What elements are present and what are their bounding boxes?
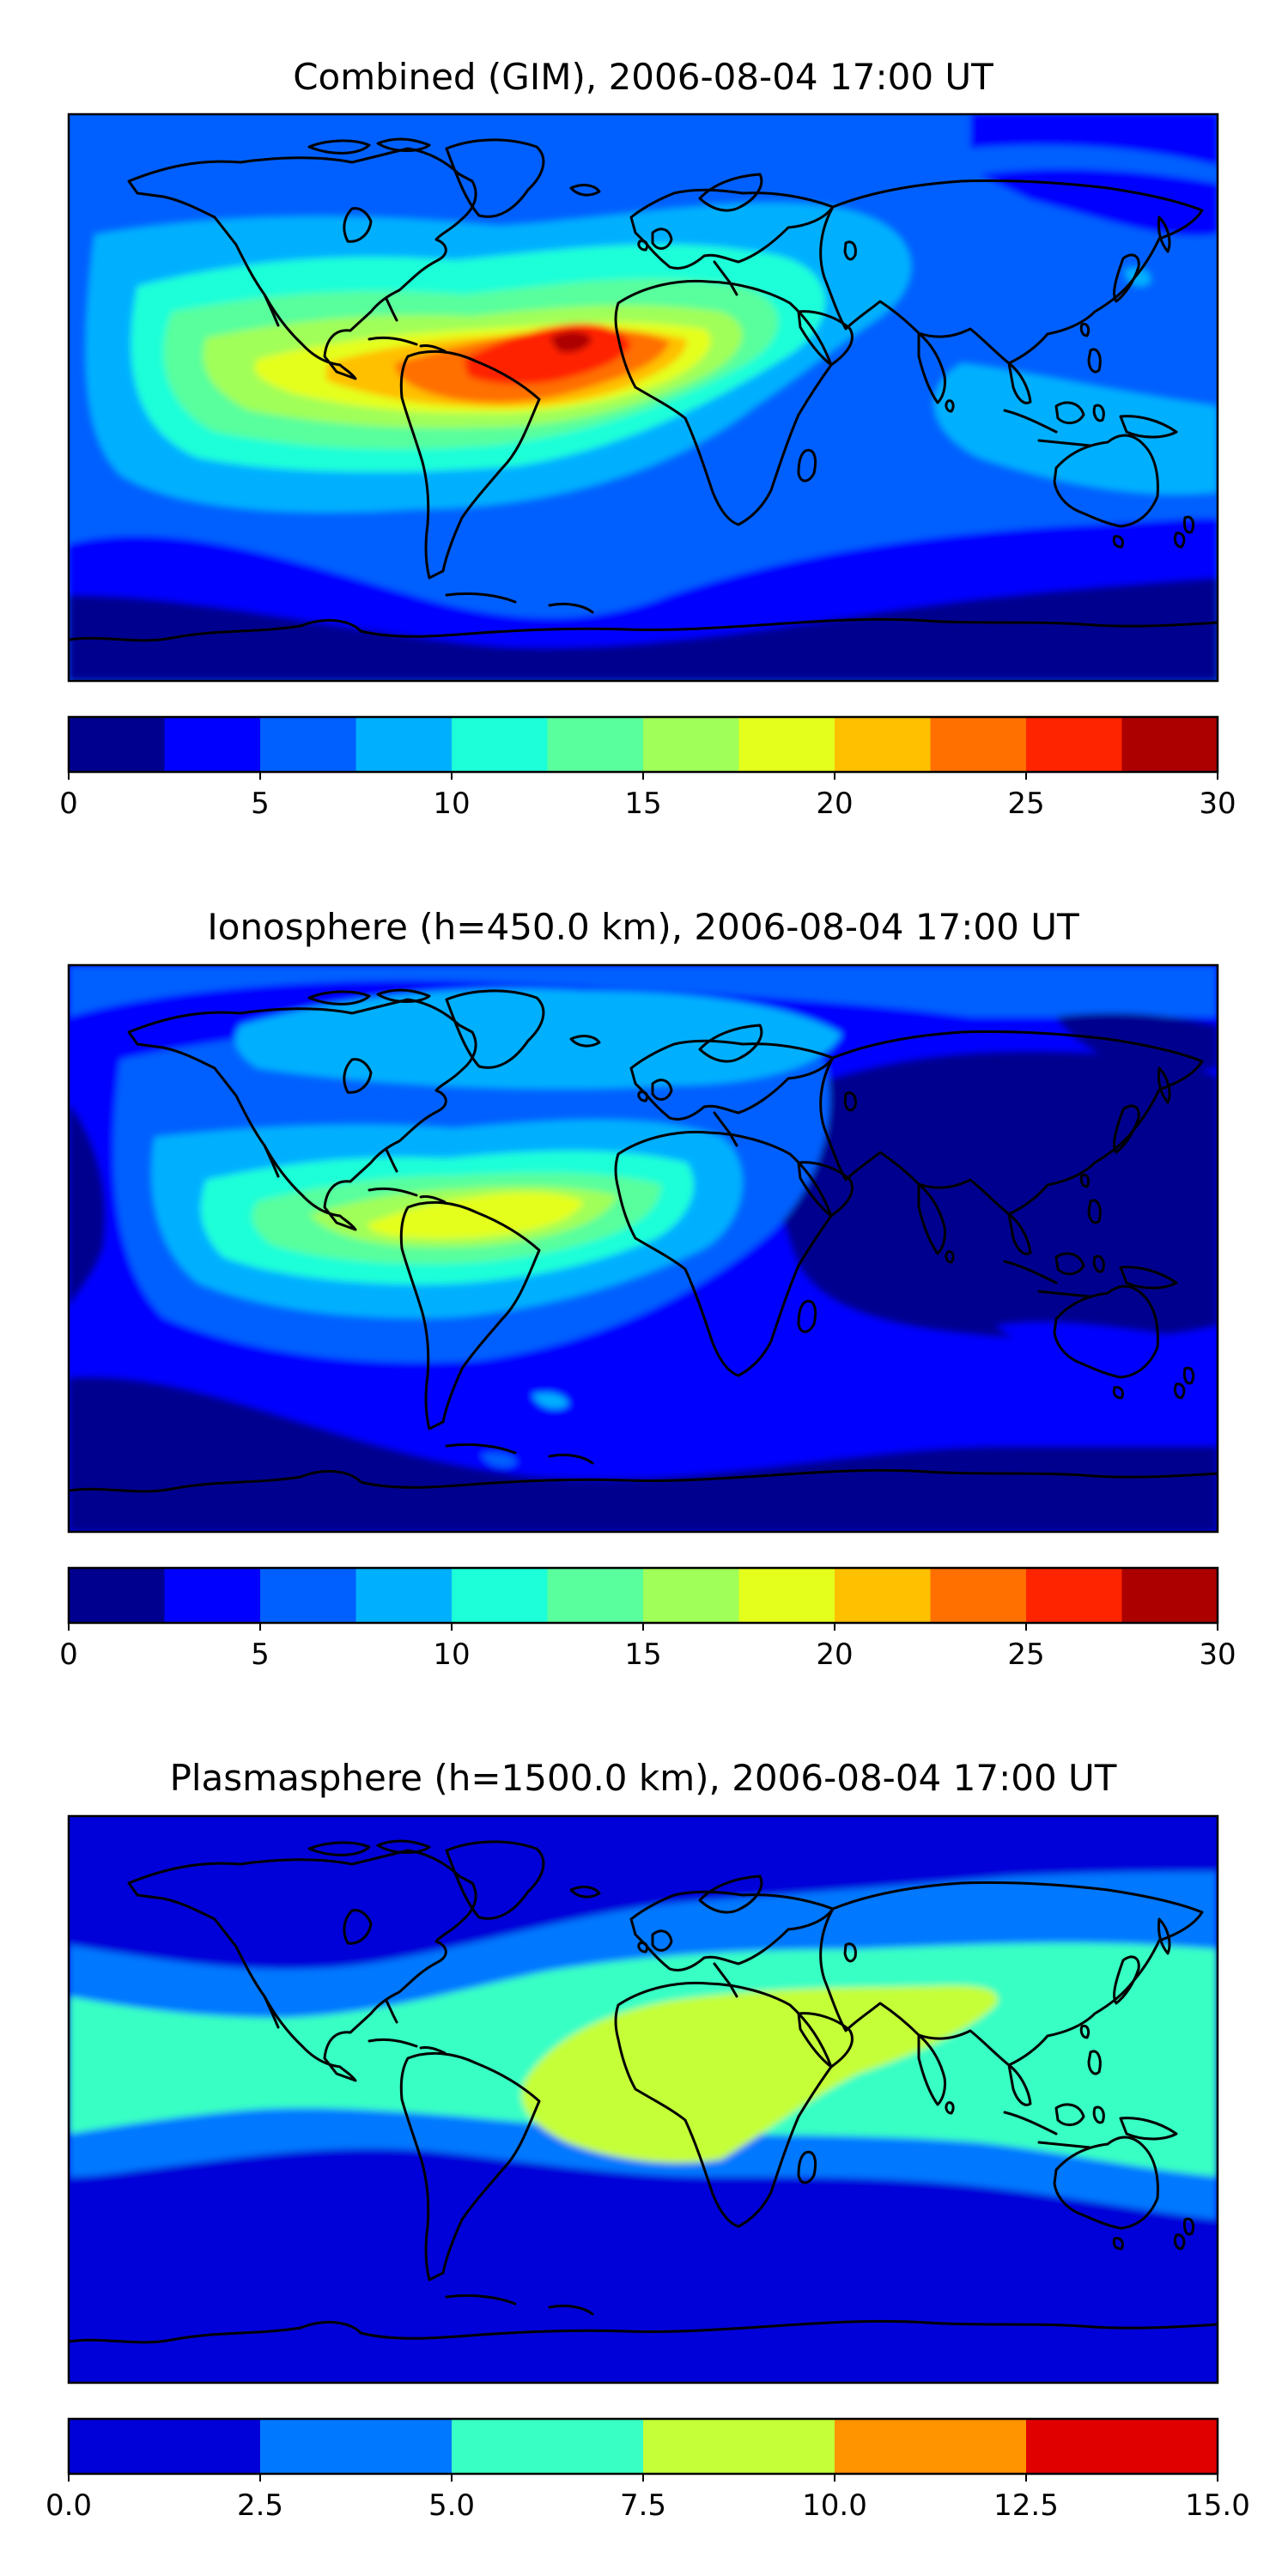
colorbar-segment xyxy=(164,1568,261,1623)
colorbar-tick-label: 5.0 xyxy=(428,2488,475,2523)
colorbar-tick-label: 0 xyxy=(59,787,78,821)
map-frame xyxy=(67,963,1219,1534)
colorbar-tick-label: 5 xyxy=(251,1637,270,1672)
colorbar-segment xyxy=(260,1568,357,1623)
colorbar-tick-label: 2.5 xyxy=(237,2488,283,2523)
colorbar-segment xyxy=(835,717,932,772)
colorbar-segment xyxy=(452,2419,644,2474)
colorbar-segment xyxy=(1026,717,1123,772)
colorbar-combined: 0 5 10 15 20 25 30 xyxy=(59,715,1236,821)
colorbar-segment xyxy=(355,717,453,772)
colorbar-segment xyxy=(547,1568,644,1623)
colorbar-segment xyxy=(452,1568,549,1623)
colorbar-tick-label: 30 xyxy=(1199,1637,1236,1672)
colorbar-tick-label: 15 xyxy=(624,787,661,821)
colorbar-segment xyxy=(355,1568,453,1623)
panel-title: Ionosphere (h=450.0 km), 2006-08-04 17:0… xyxy=(207,906,1079,948)
colorbar-segment xyxy=(1026,2419,1218,2474)
colorbar-segment xyxy=(547,717,644,772)
colorbar-tick-label: 7.5 xyxy=(620,2488,666,2523)
colorbar-segment xyxy=(1121,1568,1218,1623)
colorbar-segment xyxy=(930,1568,1027,1623)
colorbar-tick-label: 12.5 xyxy=(993,2488,1059,2523)
colorbar-tick-label: 15 xyxy=(624,1637,661,1672)
colorbar-plasmasphere: 0.0 2.5 5.0 7.5 10.0 12.5 15.0 xyxy=(46,2417,1250,2523)
tec-map xyxy=(69,114,1218,681)
colorbar-tick-label: 0 xyxy=(59,1637,78,1672)
colorbar-tick-label: 5 xyxy=(251,787,270,821)
colorbar-segment xyxy=(452,717,549,772)
tec-map xyxy=(69,965,1218,1532)
colorbar-tick-label: 0.0 xyxy=(46,2488,92,2523)
colorbar-tick-label: 15.0 xyxy=(1185,2488,1250,2523)
colorbar-segment xyxy=(835,2419,1027,2474)
colorbar-segment xyxy=(930,717,1027,772)
colorbar-segment xyxy=(69,1568,166,1623)
colorbar-segment xyxy=(738,1568,835,1623)
colorbar-tick-label: 20 xyxy=(816,787,853,821)
colorbar-tick-label: 30 xyxy=(1199,787,1236,821)
panel-ionosphere: Ionosphere (h=450.0 km), 2006-08-04 17:0… xyxy=(67,906,1219,1534)
colorbar-segment xyxy=(643,717,740,772)
colorbar-tick-label: 25 xyxy=(1007,1637,1044,1672)
colorbar-segment xyxy=(1121,717,1218,772)
colorbar-segment xyxy=(260,717,357,772)
colorbar-tick-label: 25 xyxy=(1007,787,1044,821)
colorbar-ionosphere: 0 5 10 15 20 25 30 xyxy=(59,1566,1236,1672)
panel-title: Plasmasphere (h=1500.0 km), 2006-08-04 1… xyxy=(170,1757,1117,1799)
colorbar-segment xyxy=(643,2419,835,2474)
map-frame xyxy=(67,112,1219,683)
colorbar-tick-label: 20 xyxy=(816,1637,853,1672)
colorbar-tick-label: 10.0 xyxy=(802,2488,867,2523)
panel-title: Combined (GIM), 2006-08-04 17:00 UT xyxy=(293,56,993,98)
colorbar-segment xyxy=(164,717,261,772)
colorbar-tick-label: 10 xyxy=(433,787,470,821)
map-frame xyxy=(67,1814,1219,2385)
colorbar-segment xyxy=(643,1568,740,1623)
colorbar-segment xyxy=(1026,1568,1123,1623)
panel-combined: Combined (GIM), 2006-08-04 17:00 UT xyxy=(67,56,1219,683)
colorbar-segment xyxy=(835,1568,932,1623)
colorbar-tick-label: 10 xyxy=(433,1637,470,1672)
tec-map xyxy=(69,1816,1218,2383)
panel-plasmasphere: Plasmasphere (h=1500.0 km), 2006-08-04 1… xyxy=(67,1757,1219,2385)
colorbar-segment xyxy=(69,2419,261,2474)
colorbar-segment xyxy=(69,717,166,772)
colorbar-segment xyxy=(738,717,835,772)
colorbar-segment xyxy=(260,2419,453,2474)
